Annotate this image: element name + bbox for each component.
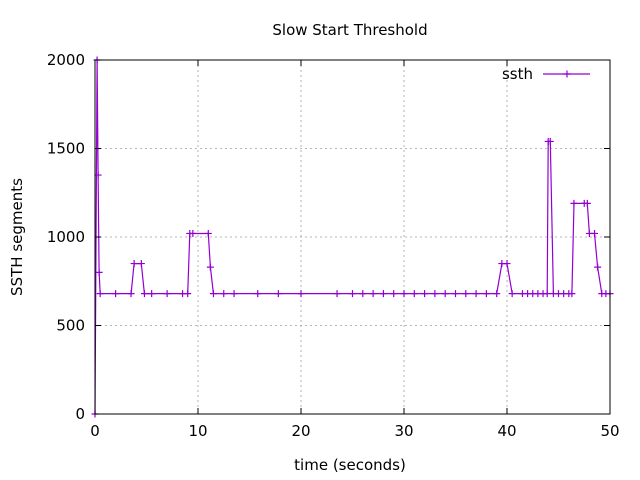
- data-point: [95, 268, 103, 276]
- y-tick-label: 1500: [47, 140, 85, 158]
- x-tick-label: 30: [394, 422, 413, 440]
- x-tick-label: 0: [90, 422, 100, 440]
- y-tick-label: 2000: [47, 51, 85, 69]
- data-point: [333, 290, 341, 298]
- data-point: [254, 290, 262, 298]
- data-point: [583, 199, 591, 207]
- data-point: [508, 290, 516, 298]
- data-point: [137, 260, 145, 268]
- data-point: [359, 290, 367, 298]
- data-point: [462, 290, 470, 298]
- data-point: [112, 290, 120, 298]
- x-tick-label: 20: [291, 422, 310, 440]
- data-point: [482, 290, 490, 298]
- legend-marker-ssth: [563, 70, 571, 78]
- data-point: [163, 290, 171, 298]
- grid-lines: [95, 60, 610, 414]
- data-point: [390, 290, 398, 298]
- x-tick-label: 10: [188, 422, 207, 440]
- data-point: [591, 229, 599, 237]
- data-point: [431, 290, 439, 298]
- data-point: [546, 137, 554, 145]
- data-point: [297, 290, 305, 298]
- data-point: [369, 290, 377, 298]
- data-point: [209, 290, 217, 298]
- data-point: [421, 290, 429, 298]
- data-point: [349, 290, 356, 298]
- data-point: [493, 290, 501, 298]
- x-tick-label: 40: [497, 422, 516, 440]
- y-tick-label: 0: [75, 405, 85, 423]
- x-axis-label: time (seconds): [294, 456, 406, 474]
- legend-label-ssth: ssth: [502, 65, 533, 83]
- chart-title: Slow Start Threshold: [272, 21, 427, 39]
- data-point: [230, 290, 238, 298]
- data-point: [148, 290, 156, 298]
- y-axis-label: SSTH segments: [8, 178, 26, 296]
- data-point: [452, 290, 459, 298]
- y-tick-label: 1000: [47, 228, 85, 246]
- series-layer: [91, 56, 614, 418]
- data-point: [204, 229, 212, 237]
- series-line-ssth: [94, 59, 610, 415]
- data-point: [568, 290, 576, 298]
- plot-frame: [94, 59, 611, 415]
- y-tick-label: 500: [56, 317, 85, 335]
- data-point: [274, 290, 282, 298]
- data-point: [472, 290, 480, 298]
- data-point: [570, 199, 578, 207]
- data-point: [184, 290, 192, 298]
- data-point: [206, 263, 214, 271]
- data-point: [130, 260, 138, 268]
- data-point: [96, 290, 104, 298]
- data-point: [94, 171, 102, 179]
- data-point: [127, 290, 135, 298]
- data-point: [220, 290, 228, 298]
- data-point: [594, 263, 602, 271]
- legend: ssth: [502, 65, 590, 83]
- data-point: [189, 229, 197, 237]
- data-point: [503, 260, 511, 268]
- data-point: [441, 290, 449, 298]
- data-point: [140, 290, 148, 298]
- data-point: [379, 290, 387, 298]
- data-point: [410, 290, 418, 298]
- data-point: [543, 290, 551, 298]
- x-tick-label: 50: [600, 422, 619, 440]
- data-point: [400, 290, 408, 298]
